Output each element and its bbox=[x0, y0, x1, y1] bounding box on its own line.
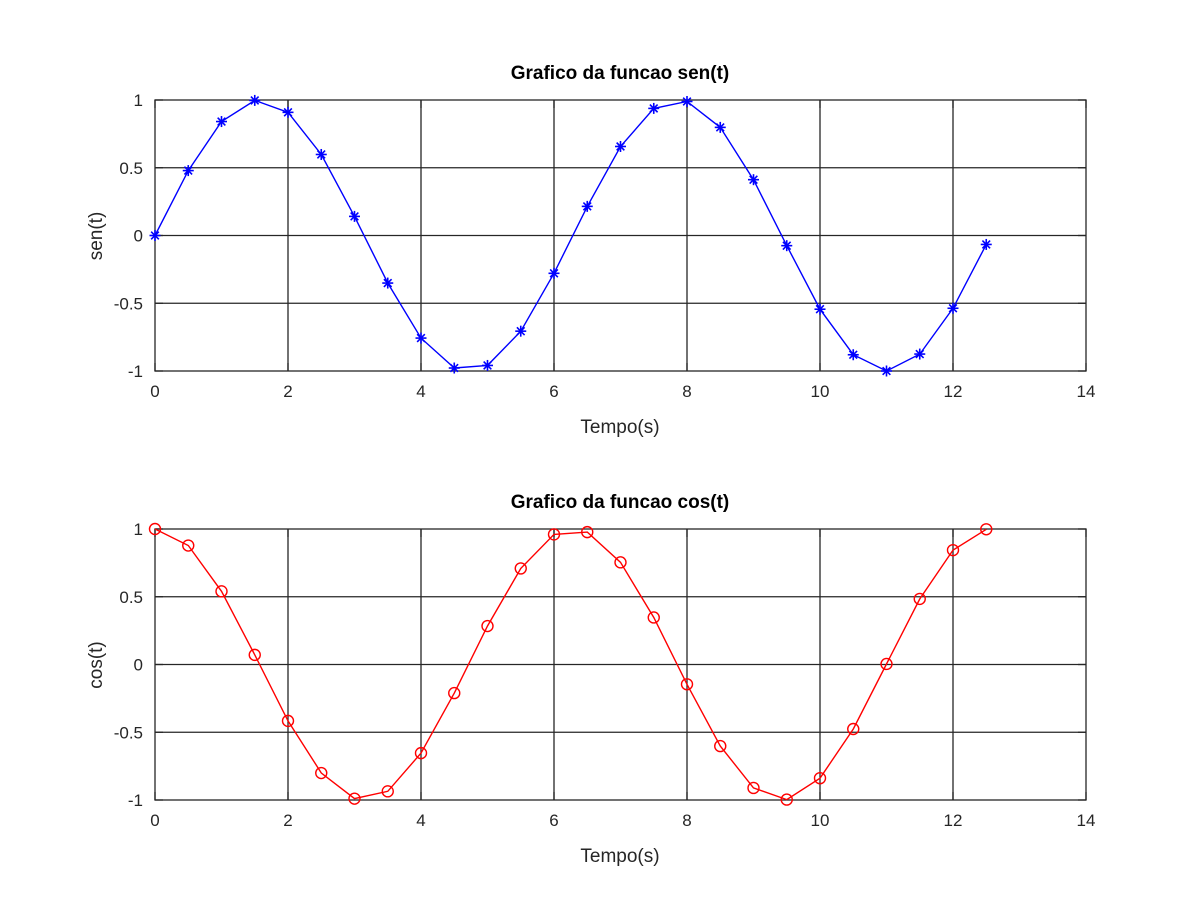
sin-data-point bbox=[182, 165, 194, 177]
cos-x-tick-label: 4 bbox=[416, 811, 425, 830]
sin-data-point bbox=[847, 349, 859, 361]
cos-x-tick-label: 2 bbox=[283, 811, 292, 830]
sin-data-point bbox=[781, 240, 793, 252]
sin-x-axis-label: Tempo(s) bbox=[580, 417, 659, 438]
cos-data-point bbox=[880, 657, 893, 671]
sin-data-point bbox=[415, 332, 427, 344]
cos-y-tick-label: 0 bbox=[134, 656, 143, 675]
sin-plot-layer: 0 2 4 6 8 10 12 14 -1 -0.5 0 0.5 1 bbox=[114, 91, 1096, 401]
cos-series-line bbox=[154, 528, 987, 801]
sin-x-tick-label: 2 bbox=[283, 382, 292, 401]
cos-data-point bbox=[315, 766, 328, 780]
sin-y-axis-label: sen(t) bbox=[86, 212, 107, 261]
cos-data-point bbox=[913, 592, 926, 606]
sin-x-tick-label: 14 bbox=[1077, 382, 1096, 401]
sin-data-point bbox=[980, 238, 992, 250]
cos-data-point bbox=[547, 528, 561, 541]
cos-x-tick-label: 8 bbox=[682, 811, 691, 830]
sin-data-point bbox=[615, 140, 626, 152]
sin-chart-title: Grafico da funcao sen(t) bbox=[511, 63, 730, 84]
cos-data-point bbox=[647, 611, 660, 624]
sin-data-point bbox=[814, 303, 826, 315]
sin-x-tick-label: 4 bbox=[416, 382, 425, 401]
cos-y-tick-label: 0.5 bbox=[119, 588, 143, 607]
cos-data-point bbox=[980, 523, 993, 536]
sin-data-point bbox=[548, 267, 560, 279]
sin-y-tick-label: 0 bbox=[134, 227, 143, 246]
sin-data-point bbox=[914, 348, 926, 360]
cos-data-point bbox=[780, 793, 793, 806]
sin-data-point bbox=[748, 174, 759, 186]
cos-data-point bbox=[248, 648, 261, 662]
sin-x-tick-label: 0 bbox=[150, 382, 159, 401]
cos-data-point bbox=[946, 543, 960, 557]
sin-data-point bbox=[216, 116, 227, 128]
cos-y-axis-label: cos(t) bbox=[86, 641, 107, 689]
sin-data-point bbox=[249, 94, 261, 106]
sin-data-point bbox=[149, 230, 161, 241]
sin-data-point bbox=[349, 210, 360, 222]
cos-data-point bbox=[215, 585, 228, 598]
cos-data-point bbox=[581, 525, 594, 539]
cos-data-point bbox=[414, 746, 428, 760]
sin-data-point bbox=[714, 121, 726, 133]
sin-data-point bbox=[282, 106, 294, 118]
sin-data-point bbox=[515, 325, 527, 337]
cos-data-point bbox=[448, 686, 461, 700]
sin-y-tick-label: 1 bbox=[134, 91, 143, 110]
sin-data-point bbox=[581, 200, 593, 212]
cos-data-point bbox=[680, 678, 694, 691]
sin-y-tick-label: -0.5 bbox=[114, 294, 143, 313]
cos-data-point bbox=[182, 539, 195, 552]
cos-x-axis-label: Tempo(s) bbox=[580, 846, 659, 867]
cos-y-tick-label: 1 bbox=[134, 520, 143, 539]
sin-data-point bbox=[482, 359, 493, 371]
sin-series-line bbox=[154, 99, 987, 372]
cos-data-point bbox=[847, 722, 860, 736]
cos-data-point bbox=[381, 785, 394, 798]
sin-data-point bbox=[382, 277, 394, 289]
sin-data-point bbox=[448, 362, 460, 374]
cos-plot-layer: 0 2 4 6 8 10 12 14 -1 -0.5 0 0.5 1 bbox=[114, 520, 1096, 830]
cos-data-point bbox=[514, 562, 527, 575]
cos-x-tick-label: 6 bbox=[549, 811, 558, 830]
cos-data-point bbox=[348, 792, 361, 805]
sin-y-tick-label: -1 bbox=[128, 362, 143, 381]
cos-y-tick-label: -0.5 bbox=[114, 723, 143, 742]
cos-data-point bbox=[813, 771, 827, 785]
cos-data-point bbox=[614, 556, 627, 569]
cos-data-point bbox=[481, 619, 494, 633]
sin-x-tick-label: 12 bbox=[944, 382, 963, 401]
sin-data-point bbox=[315, 148, 327, 160]
sin-data-point bbox=[947, 302, 959, 314]
cos-x-tick-label: 14 bbox=[1077, 811, 1096, 830]
cos-chart-title: Grafico da funcao cos(t) bbox=[511, 492, 730, 513]
cos-x-tick-label: 10 bbox=[811, 811, 830, 830]
cos-y-tick-label: -1 bbox=[128, 791, 143, 810]
cos-x-tick-label: 12 bbox=[944, 811, 963, 830]
cos-data-point bbox=[714, 739, 727, 753]
cos-data-point bbox=[747, 781, 760, 795]
sin-data-point bbox=[681, 95, 693, 107]
sin-x-tick-label: 10 bbox=[811, 382, 830, 401]
subplot-sin: 0 2 4 6 8 10 12 14 -1 -0.5 0 0.5 1 Grafico da funcao… bbox=[86, 63, 1095, 438]
cos-x-tick-label: 0 bbox=[150, 811, 159, 830]
sin-y-tick-label: 0.5 bbox=[119, 159, 143, 178]
sin-x-tick-label: 8 bbox=[682, 382, 691, 401]
sin-x-tick-label: 6 bbox=[549, 382, 558, 401]
subplot-cos: 0 2 4 6 8 10 12 14 -1 -0.5 0 0.5 1 Grafico da funcao… bbox=[86, 492, 1095, 867]
cos-data-point bbox=[148, 522, 162, 536]
cos-data-point bbox=[281, 714, 295, 728]
sin-data-point bbox=[648, 102, 660, 114]
sin-data-point bbox=[881, 365, 892, 377]
